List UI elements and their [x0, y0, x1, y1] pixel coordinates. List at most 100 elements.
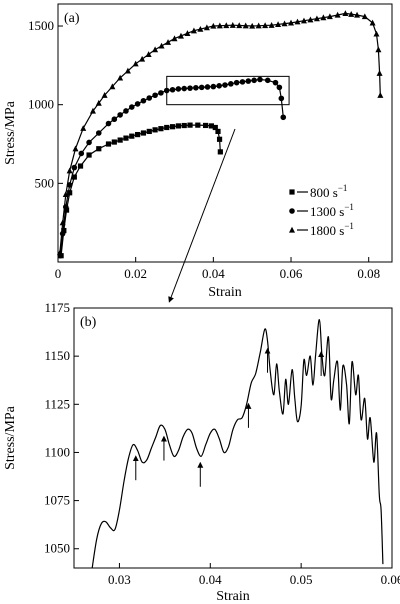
- panel-a-x-axis-label: Strain: [208, 285, 241, 300]
- data-point-triangle: [376, 70, 383, 76]
- data-point-triangle: [59, 219, 66, 226]
- data-point-triangle: [361, 13, 368, 20]
- data-point-triangle: [242, 22, 249, 29]
- panel-a-frame: [57, 3, 393, 263]
- data-point-circle: [187, 85, 193, 91]
- panel-b-frame: [73, 307, 393, 569]
- data-point-square: [86, 152, 92, 158]
- data-point-triangle: [294, 18, 301, 25]
- legend-label: 800 s−1: [310, 183, 347, 200]
- data-point-triangle: [117, 74, 124, 81]
- panel-b-x-tick-label: 0.03: [108, 572, 131, 587]
- data-point-triangle: [124, 67, 131, 74]
- data-point-triangle: [197, 25, 204, 32]
- data-point-triangle: [354, 11, 361, 18]
- data-point-square: [117, 137, 123, 143]
- data-point-circle: [117, 112, 123, 118]
- data-point-square: [67, 190, 73, 196]
- legend-marker-square: [289, 189, 295, 195]
- data-point-circle: [146, 95, 153, 101]
- data-point-triangle: [66, 167, 73, 174]
- panel-b-y-axis-label: Stress/MPa: [3, 405, 18, 470]
- data-point-triangle: [320, 14, 327, 21]
- panel-a-legend: 800 s−1 1300 s−1 1800 s−1: [289, 183, 354, 238]
- data-point-square: [152, 127, 158, 133]
- panel-b-y-tick-label: 1050: [44, 541, 70, 556]
- data-point-triangle: [203, 24, 210, 31]
- data-point-square: [181, 122, 187, 129]
- panel-a-y-axis-label: Stress/MPa: [3, 100, 18, 165]
- data-point-circle: [280, 114, 287, 121]
- data-point-circle: [66, 182, 73, 188]
- data-point-circle: [111, 116, 118, 123]
- series-circle: [57, 76, 287, 259]
- data-point-circle: [181, 85, 188, 92]
- data-point-square: [216, 136, 223, 142]
- data-point-square: [77, 163, 84, 169]
- panel-b-y-tick-label: 1100: [44, 444, 70, 459]
- data-point-circle: [169, 86, 176, 93]
- data-point-square: [158, 126, 164, 132]
- data-point-square: [215, 128, 221, 135]
- panel-b-x-ticks: 0.03 0.04 0.05 0.06: [108, 563, 400, 587]
- panel-a-y-tick-label: 1000: [28, 97, 54, 112]
- data-point-triangle: [342, 10, 349, 17]
- data-point-triangle: [369, 19, 376, 26]
- data-point-circle: [222, 82, 228, 88]
- panel-b-y-tick-label: 1175: [44, 300, 70, 315]
- data-point-circle: [257, 76, 263, 83]
- data-point-triangle: [229, 22, 236, 28]
- data-point-circle: [216, 83, 222, 89]
- data-point-circle: [134, 101, 141, 107]
- data-point-circle: [140, 97, 147, 104]
- data-point-triangle: [89, 107, 96, 114]
- series-line-circle: [59, 78, 284, 256]
- data-point-circle: [193, 84, 199, 91]
- data-point-square: [164, 124, 170, 131]
- data-point-square: [96, 146, 102, 152]
- data-point-triangle: [95, 99, 102, 106]
- data-point-triangle: [223, 22, 230, 29]
- data-point-square: [129, 133, 135, 139]
- data-point-circle: [264, 77, 271, 84]
- data-point-triangle: [375, 46, 382, 53]
- stress-strain-curve: [91, 318, 384, 568]
- data-point-triangle: [262, 22, 269, 29]
- panel-b-y-tick-label: 1150: [44, 348, 70, 363]
- panel-a-x-tick-label: 0.06: [280, 266, 303, 281]
- data-point-square: [61, 227, 67, 234]
- panel-a-series: [56, 10, 384, 259]
- data-point-triangle: [101, 92, 108, 98]
- data-point-triangle: [158, 42, 165, 49]
- data-point-circle: [276, 84, 283, 91]
- data-point-circle: [239, 79, 246, 85]
- panel-a-x-tick-label: 0.02: [124, 266, 147, 281]
- legend-label: 1300 s−1: [310, 202, 354, 219]
- panel-b-y-ticks: 1050 1075 1100 1125 1150 1175: [44, 300, 79, 556]
- data-point-circle: [228, 81, 234, 87]
- data-point-triangle: [275, 21, 282, 28]
- panel-a-label: (a): [64, 11, 80, 26]
- data-point-triangle: [145, 51, 152, 57]
- data-point-circle: [251, 77, 257, 84]
- data-point-triangle: [255, 22, 262, 29]
- data-point-triangle: [184, 30, 191, 36]
- data-point-triangle: [72, 145, 79, 152]
- data-point-circle: [152, 92, 158, 99]
- legend-item: 800 s−1: [289, 183, 347, 200]
- panel-b-y-tick-label: 1075: [44, 493, 70, 508]
- data-point-circle: [272, 79, 279, 86]
- data-point-circle: [86, 139, 92, 146]
- data-point-square: [217, 149, 223, 155]
- panel-a: (a) 0 0.02 0.04 0.06 0.08 500 1000 1500 800 s−…: [3, 3, 393, 300]
- data-point-circle: [198, 84, 205, 91]
- panel-b-x-tick-label: 0.06: [381, 572, 400, 587]
- data-point-triangle: [109, 83, 116, 90]
- data-point-triangle: [373, 30, 380, 37]
- data-point-square: [187, 122, 193, 128]
- data-point-triangle: [348, 11, 355, 17]
- zoom-region: [166, 75, 290, 106]
- panel-a-zoom-box: [166, 75, 290, 106]
- data-point-circle: [95, 130, 102, 136]
